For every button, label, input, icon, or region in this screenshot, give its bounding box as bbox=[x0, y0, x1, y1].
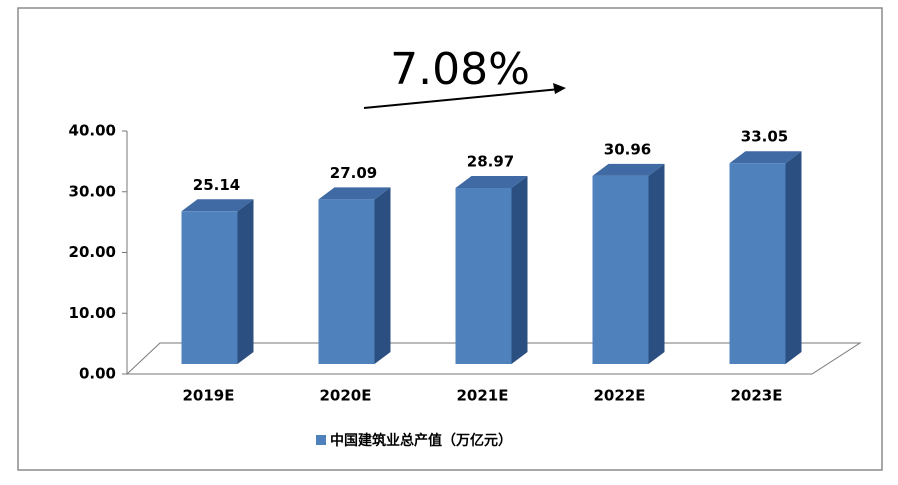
y-tick-label: 40.00 bbox=[69, 122, 116, 140]
bar bbox=[455, 188, 512, 364]
bar-side bbox=[237, 199, 254, 364]
x-tick-label: 2019E bbox=[183, 387, 235, 405]
value-label: 27.09 bbox=[330, 164, 377, 182]
bar-side bbox=[511, 176, 528, 364]
bar bbox=[729, 163, 786, 364]
value-label: 25.14 bbox=[193, 176, 240, 194]
value-label: 33.05 bbox=[741, 128, 788, 146]
bar bbox=[181, 211, 238, 364]
x-tick-label: 2022E bbox=[594, 387, 646, 405]
bar-top bbox=[181, 199, 254, 212]
y-tick-label: 30.00 bbox=[69, 182, 116, 200]
bar-top bbox=[455, 176, 528, 189]
legend-label: 中国建筑业总产值（万亿元） bbox=[330, 432, 512, 449]
value-label: 30.96 bbox=[604, 140, 651, 158]
bar-top bbox=[592, 163, 665, 176]
y-tick-label: 20.00 bbox=[69, 243, 116, 261]
legend-swatch bbox=[316, 435, 326, 445]
y-tick-label: 10.00 bbox=[69, 304, 116, 322]
bar bbox=[592, 175, 649, 364]
y-tick-label: 0.00 bbox=[79, 365, 116, 383]
bar-top bbox=[729, 151, 802, 164]
x-tick-label: 2021E bbox=[457, 387, 509, 405]
annotation-arrowhead bbox=[553, 83, 566, 94]
x-tick-label: 2020E bbox=[320, 387, 372, 405]
bar-side bbox=[785, 151, 802, 364]
growth-annotation: 7.08% bbox=[390, 44, 530, 95]
x-tick-label: 2023E bbox=[731, 387, 783, 405]
bar bbox=[318, 199, 375, 364]
floor bbox=[125, 342, 862, 375]
annotation-arrow bbox=[363, 88, 561, 109]
bar-side bbox=[648, 163, 665, 364]
value-label: 28.97 bbox=[467, 153, 514, 171]
bar-top bbox=[318, 187, 391, 200]
bar-side bbox=[374, 187, 391, 364]
